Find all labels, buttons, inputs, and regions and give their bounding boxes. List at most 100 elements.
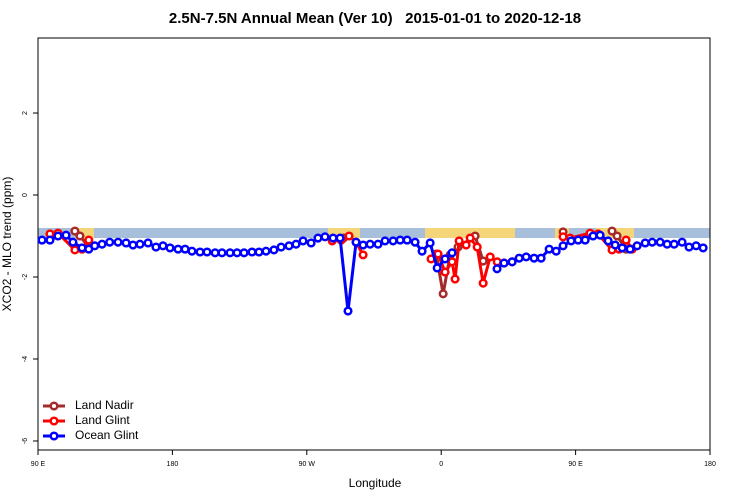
data-point — [410, 237, 420, 247]
data-point — [351, 237, 361, 247]
data-point — [610, 240, 620, 250]
data-point — [247, 247, 257, 257]
x-tick-label: 90 E — [568, 461, 583, 468]
data-point — [165, 243, 175, 253]
x-axis-label: Longitude — [349, 476, 402, 490]
data-point — [239, 248, 249, 258]
data-point — [465, 233, 475, 243]
data-point — [580, 235, 590, 245]
data-point — [68, 237, 78, 247]
x-tick-label: 0 — [439, 461, 443, 468]
data-point — [617, 243, 627, 253]
data-point — [440, 267, 450, 277]
data-point — [135, 239, 145, 249]
y-axis-label: XCO2 - MLO trend (ppm) — [0, 177, 14, 312]
data-point — [121, 238, 131, 248]
chart-title: 2.5N-7.5N Annual Mean (Ver 10) 2015-01-0… — [169, 10, 581, 27]
data-point — [603, 236, 613, 246]
data-point — [472, 242, 482, 252]
data-point — [373, 239, 383, 249]
data-point — [492, 264, 502, 274]
data-point — [647, 237, 657, 247]
data-point — [438, 289, 448, 299]
data-point — [698, 243, 708, 253]
y-tick-label: 2 — [22, 111, 29, 115]
data-point — [499, 258, 509, 268]
data-point — [320, 232, 330, 242]
data-point — [621, 235, 631, 245]
data-point — [454, 236, 464, 246]
data-point — [612, 231, 622, 241]
data-point — [70, 245, 80, 255]
data-point — [151, 242, 161, 252]
data-point — [195, 247, 205, 257]
data-point — [395, 235, 405, 245]
y-tick-label: -2 — [22, 274, 29, 280]
x-tick-label: 90 E — [31, 461, 46, 468]
y-tick-label: -4 — [22, 356, 29, 362]
data-point — [105, 237, 115, 247]
data-point — [344, 231, 354, 241]
x-tick-label: 90 W — [299, 461, 316, 468]
data-point — [306, 238, 316, 248]
data-point — [440, 254, 450, 264]
data-point — [291, 239, 301, 249]
data-point — [558, 241, 568, 251]
data-point — [388, 236, 398, 246]
data-point — [691, 241, 701, 251]
legend-label: Land Nadir — [75, 398, 134, 412]
data-point — [343, 306, 353, 316]
y-tick-label: -6 — [22, 438, 29, 444]
data-point — [566, 236, 576, 246]
data-point — [684, 242, 694, 252]
data-point — [573, 235, 583, 245]
data-point — [662, 239, 672, 249]
data-point — [607, 226, 617, 236]
data-point — [45, 235, 55, 245]
data-point — [365, 239, 375, 249]
data-point — [529, 253, 539, 263]
data-point — [432, 263, 442, 273]
data-point — [187, 246, 197, 256]
data-point — [595, 230, 605, 240]
data-point — [632, 241, 642, 251]
data-point — [478, 278, 488, 288]
data-point — [254, 247, 264, 257]
legend-label: Land Glint — [75, 413, 130, 427]
legend-marker — [49, 401, 59, 411]
data-point — [210, 248, 220, 258]
data-point — [269, 245, 279, 255]
data-point — [514, 253, 524, 263]
data-point — [37, 235, 47, 245]
data-point — [313, 233, 323, 243]
data-point — [521, 252, 531, 262]
data-point — [461, 240, 471, 250]
x-tick-label: 180 — [704, 461, 716, 468]
data-point — [358, 250, 368, 260]
data-point — [558, 232, 568, 242]
data-point — [173, 244, 183, 254]
series — [37, 230, 708, 316]
data-point — [625, 244, 635, 254]
data-point — [358, 240, 368, 250]
data-point — [447, 257, 457, 267]
data-point — [328, 233, 338, 243]
data-point — [551, 246, 561, 256]
data-point — [402, 235, 412, 245]
data-point — [70, 226, 80, 236]
data-point — [143, 238, 153, 248]
data-point — [261, 246, 271, 256]
data-point — [485, 252, 495, 262]
legend-label: Ocean Glint — [75, 428, 139, 442]
data-point — [75, 231, 85, 241]
data-point — [217, 248, 227, 258]
data-point — [180, 244, 190, 254]
data-point — [640, 238, 650, 248]
data-point — [433, 249, 443, 259]
data-point — [284, 241, 294, 251]
data-point — [536, 253, 546, 263]
data-point — [113, 237, 123, 247]
legend-marker — [49, 416, 59, 426]
data-point — [53, 231, 63, 241]
